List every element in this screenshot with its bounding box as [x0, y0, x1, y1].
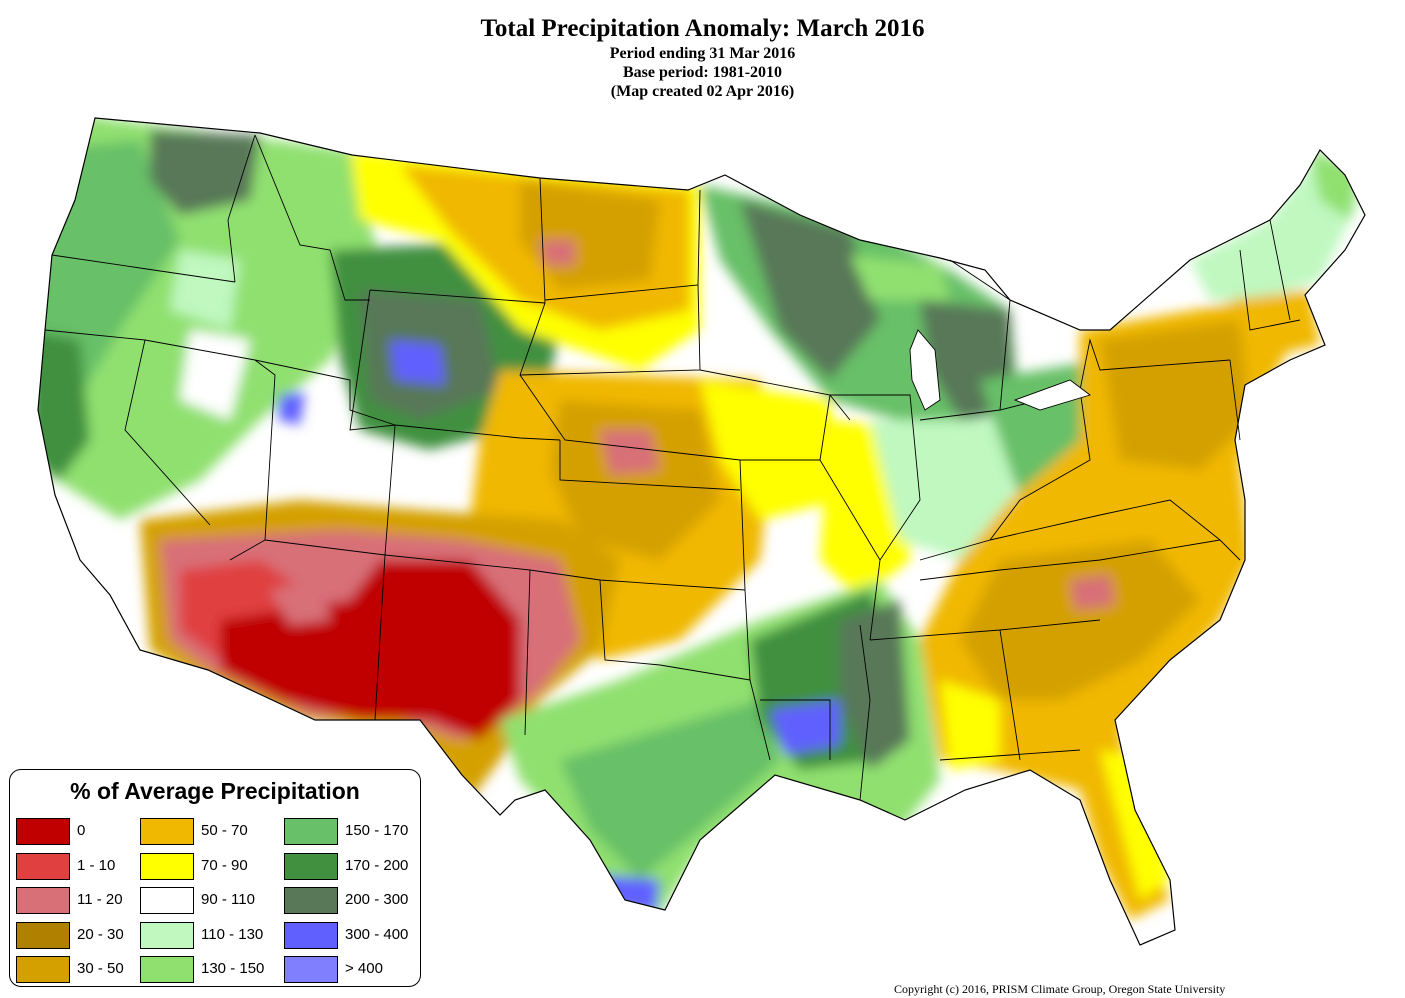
- legend-swatch: [16, 887, 70, 914]
- legend-swatch: [140, 887, 194, 914]
- legend-label: 200 - 300: [345, 891, 409, 908]
- legend-label: 150 - 170: [345, 822, 409, 839]
- legend-title: % of Average Precipitation: [70, 778, 360, 804]
- legend-label: 1 - 10: [77, 856, 116, 874]
- legend-label: 170 - 200: [345, 856, 409, 874]
- created-text: (Map created 02 Apr 2016): [610, 83, 795, 100]
- legend-swatch: [284, 887, 338, 914]
- legend-swatch: [284, 818, 338, 845]
- legend-label: 70 - 90: [201, 856, 248, 874]
- legend-swatch: [16, 852, 70, 880]
- map-title: Total Precipitation Anomaly: March 2016: [480, 15, 925, 42]
- legend-swatch: [16, 818, 70, 845]
- legend-swatch: [140, 852, 194, 880]
- legend-swatch: [140, 921, 194, 949]
- base-period-text: Base period: 1981-2010: [622, 64, 783, 81]
- legend-label: 110 - 130: [201, 925, 264, 943]
- legend-box: % of Average Precipitation 0 1 - 10 11 - 2…: [9, 769, 421, 987]
- legend-swatch: [284, 852, 338, 880]
- legend-label: > 400: [345, 960, 383, 977]
- legend-items: 0 1 - 10 11 - 20 20 - 30 30 - 50 50 - 70 70 - …: [16, 818, 420, 984]
- legend-swatch: [16, 921, 70, 949]
- legend-label: 20 - 30: [77, 925, 124, 943]
- lake-erie: [1013, 379, 1091, 411]
- lake-michigan: [909, 329, 941, 411]
- map-header: Total Precipitation Anomaly: March 2016 …: [0, 14, 1405, 101]
- legend-label: 11 - 20: [77, 891, 123, 908]
- legend-label: 300 - 400: [345, 925, 409, 943]
- legend-swatch: [16, 956, 70, 983]
- legend-swatch: [284, 956, 338, 983]
- legend-label: 50 - 70: [201, 822, 248, 839]
- period-text: Period ending 31 Mar 2016: [609, 45, 796, 62]
- copyright-text: Copyright (c) 2016, PRISM Climate Group,…: [894, 982, 1226, 996]
- legend-label: 30 - 50: [77, 960, 124, 977]
- legend-label: 130 - 150: [201, 960, 265, 977]
- state-boundaries: [44, 134, 1301, 801]
- legend-swatch: [284, 921, 338, 949]
- legend-label: 90 - 110: [201, 891, 255, 908]
- legend-swatch: [140, 956, 194, 983]
- legend-label: 0: [77, 822, 86, 839]
- legend-swatch: [140, 818, 194, 845]
